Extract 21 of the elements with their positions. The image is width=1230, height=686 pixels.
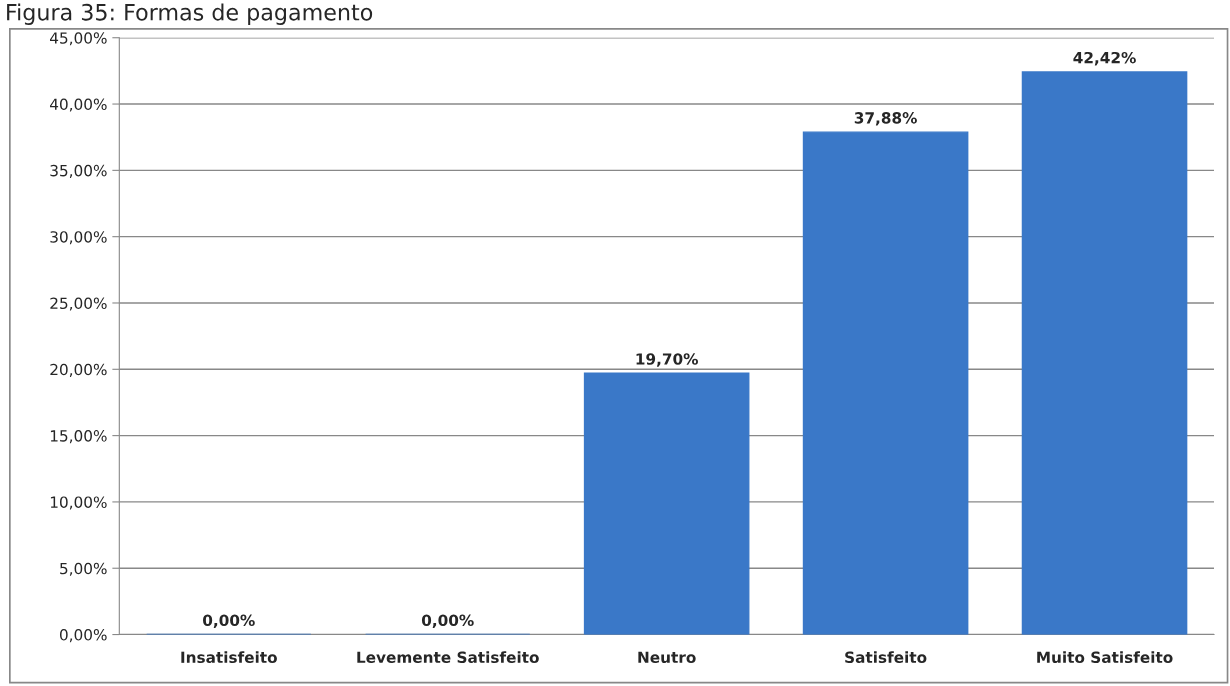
x-tick-label: Satisfeito xyxy=(845,651,927,664)
chart-title: Figura 35: Formas de pagamento xyxy=(7,3,373,25)
y-tick-label: 5,00% xyxy=(60,562,107,576)
x-tick-label: Neutro xyxy=(638,651,696,664)
data-label: 19,70% xyxy=(636,353,698,367)
data-label: 0,00% xyxy=(203,614,255,628)
y-tick-label: 15,00% xyxy=(50,430,107,444)
data-label: 37,88% xyxy=(854,112,917,126)
y-tick-label: 25,00% xyxy=(50,297,107,311)
y-tick-label: 45,00% xyxy=(50,32,107,46)
y-tick-label: 35,00% xyxy=(50,164,107,178)
y-tick-label: 40,00% xyxy=(50,98,107,112)
x-tick-label: Muito Satisfeito xyxy=(1037,651,1173,664)
x-tick-label: Levemente Satisfeito xyxy=(357,651,539,664)
y-tick-label: 0,00% xyxy=(59,629,107,643)
x-tick-label: Insatisfeito xyxy=(181,651,277,664)
y-tick-label: 20,00% xyxy=(50,363,107,377)
y-tick-label: 10,00% xyxy=(50,496,107,510)
y-tick-label: 30,00% xyxy=(50,231,107,245)
data-label: 0,00% xyxy=(421,614,474,628)
data-label: 42,42% xyxy=(1073,51,1136,66)
